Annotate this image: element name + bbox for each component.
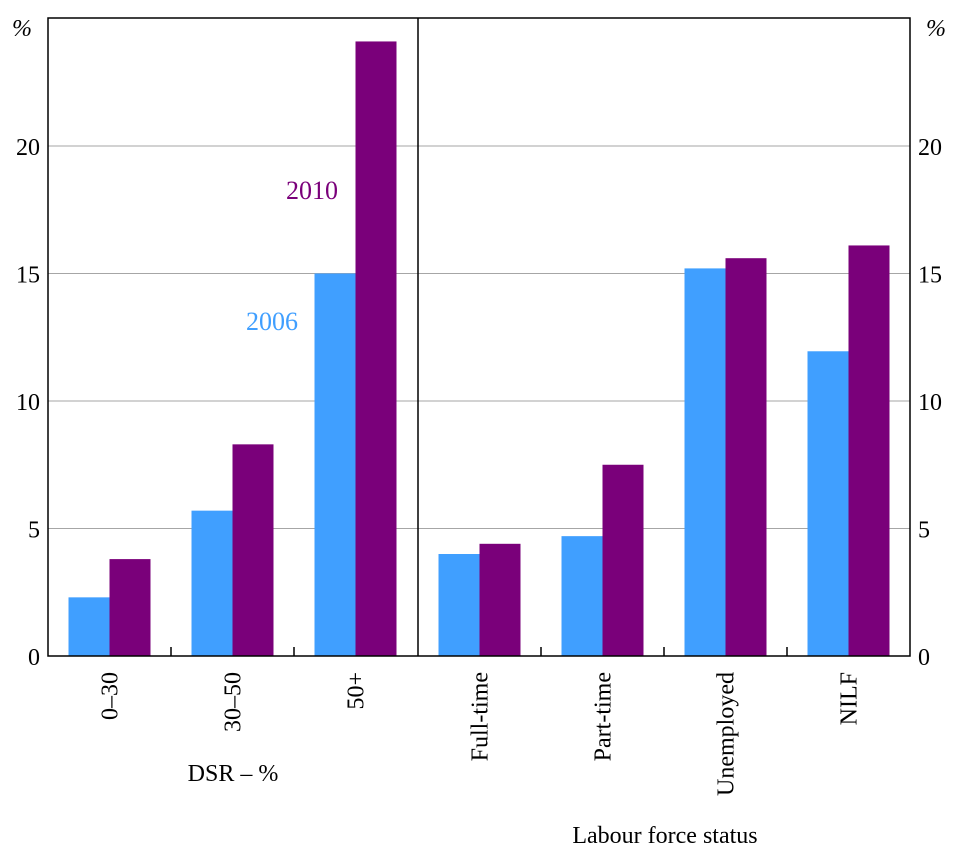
x-tick-label: NILF	[837, 672, 863, 725]
y-unit-right: %	[926, 16, 946, 42]
bar-2006	[191, 510, 233, 656]
bar-2010	[355, 41, 397, 656]
bar-2010	[602, 464, 644, 656]
bar-2006	[561, 536, 603, 656]
y-tick-label-right: 5	[918, 518, 930, 544]
y-tick-label-left: 0	[28, 645, 40, 671]
axis-labels: % % DSR – % Labour force status 2006 201…	[12, 16, 946, 849]
x-tick-label: 50+	[344, 672, 370, 710]
bar-2006	[68, 597, 110, 656]
bar-2010	[232, 444, 274, 656]
y-tick-label-right: 20	[918, 135, 942, 161]
bar-2010	[725, 258, 767, 656]
x-tick-label: Full-time	[468, 672, 494, 761]
y-tick-label-right: 10	[918, 390, 942, 416]
series-label-2006: 2006	[246, 307, 298, 336]
x-tick-label: 0–30	[98, 672, 124, 720]
bar-2010	[479, 543, 521, 656]
x-tick-label: 30–50	[221, 672, 247, 732]
bar-2006	[684, 268, 726, 656]
plot-border	[47, 17, 911, 657]
bar-2006	[314, 273, 356, 656]
bars	[68, 41, 890, 656]
x-axis-title-labour: Labour force status	[572, 823, 757, 849]
y-tick-label-left: 15	[16, 263, 40, 289]
series-label-2010: 2010	[286, 176, 338, 205]
x-tick-label: Unemployed	[714, 672, 740, 796]
gridlines	[48, 145, 910, 529]
x-axis-title-dsr: DSR – %	[188, 761, 279, 787]
bar-2010	[848, 245, 890, 656]
x-tick-label: Part-time	[591, 672, 617, 761]
plot-frame	[47, 17, 911, 657]
bar-2010	[109, 559, 151, 656]
y-tick-label-left: 20	[16, 135, 40, 161]
y-tick-label-right: 15	[918, 263, 942, 289]
y-tick-label-right: 0	[918, 645, 930, 671]
bar-2006	[438, 554, 480, 656]
y-tick-label-left: 5	[28, 518, 40, 544]
bar-2006	[807, 351, 849, 656]
y-tick-label-left: 10	[16, 390, 40, 416]
y-unit-left: %	[12, 16, 32, 42]
axis-ticks	[170, 647, 788, 656]
